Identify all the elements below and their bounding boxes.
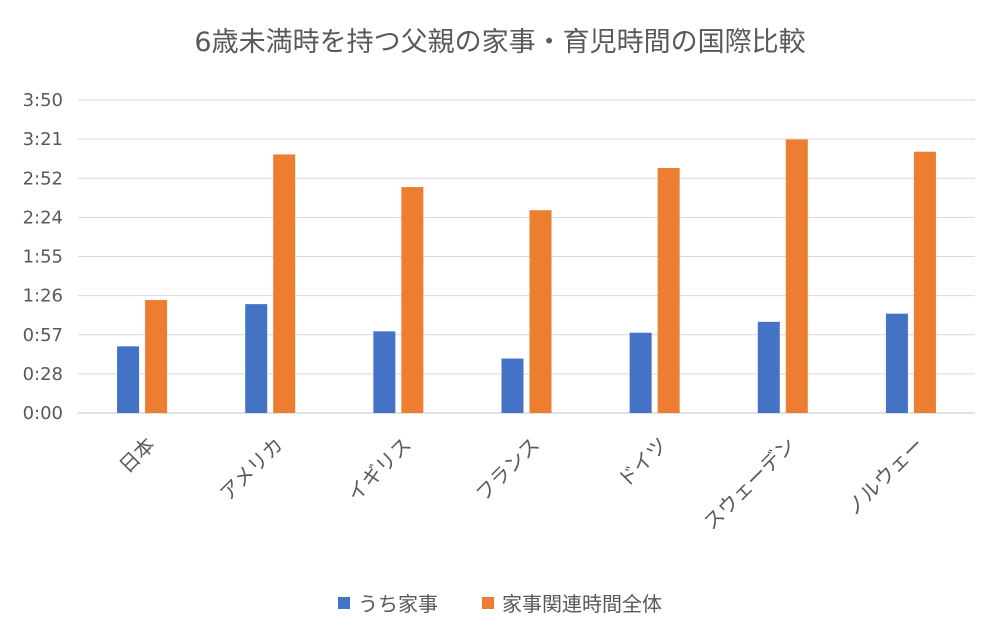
- bar-total: [273, 154, 296, 413]
- x-category-label: 日本: [114, 433, 159, 478]
- bar-total: [913, 151, 936, 413]
- y-tick-label: 0:28: [23, 364, 63, 385]
- y-tick-label: 3:50: [23, 90, 63, 111]
- x-category-label: スウェーデン: [698, 433, 800, 535]
- y-tick-label: 2:24: [23, 207, 63, 228]
- bar-housework: [757, 321, 780, 413]
- x-category-label: ノルウェー: [841, 433, 929, 521]
- legend-label-total: 家事関連時間全体: [502, 592, 662, 616]
- bar-housework: [373, 331, 396, 413]
- bar-housework: [885, 313, 908, 413]
- bar-total: [145, 300, 168, 413]
- bar-housework: [501, 358, 524, 413]
- bar-total: [529, 210, 552, 413]
- bar-total: [785, 139, 808, 413]
- bar-total: [401, 187, 424, 413]
- x-category-label: イギリス: [342, 433, 416, 507]
- chart-title: 6歳未満時を持つ父親の家事・育児時間の国際比較: [194, 27, 806, 58]
- legend: うち家事 家事関連時間全体: [0, 588, 1000, 617]
- y-tick-label: 3:21: [23, 129, 63, 150]
- y-tick-label: 0:00: [23, 403, 63, 424]
- x-category-label: フランス: [471, 433, 544, 506]
- bar-total: [657, 168, 680, 413]
- legend-swatch-housework: [338, 596, 350, 609]
- y-tick-label: 1:55: [23, 247, 63, 268]
- legend-item-total: 家事関連時間全体: [482, 588, 662, 617]
- legend-swatch-total: [482, 596, 494, 609]
- bar-housework: [629, 332, 652, 413]
- y-tick-label: 0:57: [23, 325, 63, 346]
- x-category-label: アメリカ: [215, 433, 288, 506]
- legend-item-housework: うち家事: [338, 588, 438, 617]
- y-tick-label: 2:52: [23, 168, 63, 189]
- bar-housework: [117, 346, 140, 413]
- legend-label-housework: うち家事: [358, 592, 438, 616]
- y-tick-label: 1:26: [23, 286, 63, 307]
- bar-housework: [245, 304, 268, 413]
- x-category-label: ドイツ: [613, 433, 672, 492]
